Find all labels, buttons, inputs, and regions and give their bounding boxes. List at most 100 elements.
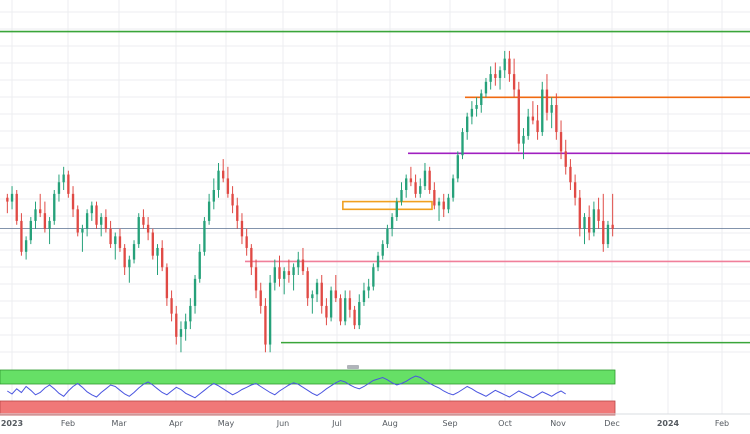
candle-body: [10, 193, 14, 202]
candle: [348, 290, 352, 318]
candle: [161, 240, 164, 272]
candle-body: [254, 267, 258, 291]
candle: [95, 201, 98, 229]
candle-body: [339, 298, 342, 322]
candle: [456, 151, 459, 183]
candle: [470, 101, 474, 125]
candle-body: [283, 271, 286, 279]
candle: [419, 178, 422, 198]
candle-body: [611, 224, 614, 229]
candle-body: [292, 267, 295, 275]
x-tick-label: Aug: [382, 419, 398, 428]
zone-box: [342, 200, 433, 211]
candle-body: [395, 201, 398, 218]
candle: [325, 298, 328, 326]
candle: [437, 197, 441, 221]
candle-body: [419, 186, 422, 194]
candle-body: [484, 81, 488, 94]
candle: [109, 220, 112, 248]
grid: [0, 0, 750, 414]
candle: [480, 89, 483, 113]
x-tick-label: Apr: [169, 419, 184, 428]
candle: [541, 81, 544, 136]
candle: [376, 251, 380, 272]
candle: [405, 174, 408, 198]
candle: [536, 105, 539, 140]
candle-body: [71, 193, 75, 210]
candle-body: [128, 259, 131, 268]
candle-body: [20, 220, 23, 252]
candle: [132, 240, 136, 264]
candle: [423, 162, 427, 190]
candle-body: [451, 178, 455, 198]
candle-body: [489, 74, 492, 82]
candle: [583, 213, 586, 245]
candle: [128, 255, 131, 283]
candle-body: [57, 182, 61, 194]
candle: [203, 217, 206, 256]
candle: [29, 217, 32, 245]
candle-body: [386, 228, 389, 245]
osc-upper-band: [0, 369, 616, 385]
candle-body: [498, 70, 502, 78]
x-tick-label: Feb: [715, 419, 729, 428]
candle-body: [273, 267, 276, 283]
candle-body: [376, 255, 380, 268]
candle-body: [433, 190, 436, 206]
x-tick-label: Mar: [111, 419, 127, 428]
candle-body: [226, 178, 230, 194]
candle: [395, 197, 398, 221]
candle: [611, 193, 614, 237]
candle: [104, 209, 108, 233]
candle: [390, 213, 394, 237]
candle-body: [550, 105, 553, 113]
candle: [189, 298, 192, 330]
pane-resize-handle[interactable]: [347, 365, 359, 369]
x-tick-label: Dec: [604, 419, 619, 428]
candle-body: [297, 259, 300, 268]
candle-body: [480, 93, 483, 105]
candle-body: [372, 267, 375, 287]
candle-body: [381, 244, 384, 256]
candle-body: [564, 151, 567, 167]
time-axis: 2023 Feb Mar Apr May Jun Jul Aug Sep Oct Nov Dec 202…: [1, 419, 729, 428]
candle: [118, 228, 122, 252]
candle-body: [53, 193, 56, 221]
candle-body: [522, 135, 525, 144]
candle: [522, 128, 525, 160]
candle-body: [146, 224, 150, 233]
candle: [367, 278, 370, 299]
candle-body: [447, 197, 450, 210]
candle-body: [236, 205, 239, 221]
candle-body: [161, 247, 164, 268]
candle-body: [301, 259, 305, 272]
candle-body: [24, 240, 28, 252]
candle: [245, 228, 248, 256]
candle: [123, 244, 126, 275]
candle-body: [278, 267, 281, 279]
candle-body: [461, 132, 464, 156]
candle-body: [569, 166, 572, 183]
candle-body: [189, 305, 192, 322]
candle-body: [231, 193, 234, 206]
candle-body: [512, 74, 516, 90]
candle-body: [367, 286, 370, 291]
candle: [414, 174, 417, 198]
candle: [43, 201, 47, 233]
candle: [602, 193, 605, 252]
candle-body: [250, 247, 253, 268]
candle: [306, 267, 309, 306]
candle: [62, 166, 65, 190]
candle-body: [517, 89, 520, 144]
candle-body: [245, 236, 248, 248]
candle-body: [602, 220, 605, 245]
candle-body: [348, 298, 352, 310]
x-tick-label: Jul: [331, 419, 342, 428]
candle-body: [306, 271, 309, 299]
candle-body: [390, 217, 394, 229]
candle-body: [555, 105, 558, 133]
candle-body: [606, 224, 610, 245]
candle-body: [559, 132, 563, 152]
candle: [400, 182, 403, 206]
